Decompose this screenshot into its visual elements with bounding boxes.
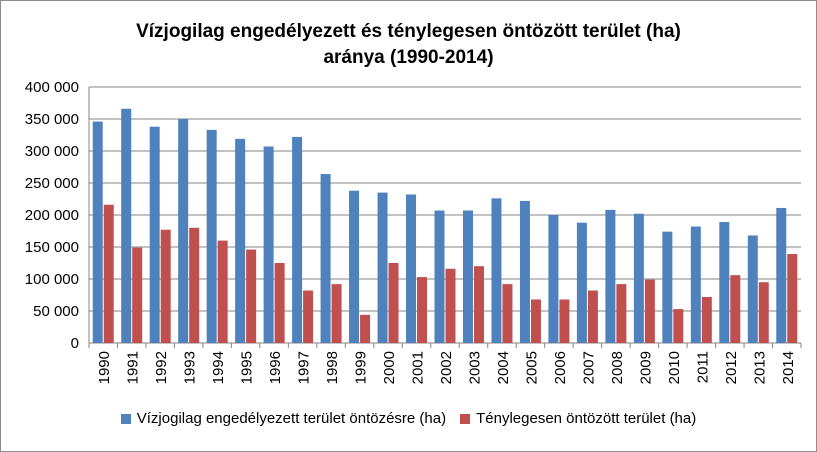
bar-ontozott	[644, 279, 655, 343]
bar-engedelyezett	[235, 138, 246, 343]
bar-engedelyezett	[320, 174, 331, 343]
bar-ontozott	[331, 284, 342, 343]
bar-ontozott	[360, 314, 371, 343]
legend-swatch-blue	[120, 413, 131, 424]
bar-ontozott	[160, 229, 171, 343]
y-tick-label: 0	[71, 335, 79, 352]
bar-engedelyezett	[776, 207, 787, 343]
y-tick-label: 100 000	[25, 271, 79, 288]
bar-ontozott	[673, 309, 684, 343]
y-tick-label: 150 000	[25, 239, 79, 256]
x-tick-label: 2010	[666, 351, 683, 384]
bar-engedelyezett	[406, 194, 417, 343]
x-tick-label: 2003	[466, 351, 483, 384]
bar-ontozott	[787, 254, 798, 343]
y-tick-label: 300 000	[25, 143, 79, 160]
bar-engedelyezett	[121, 108, 132, 343]
legend-label-ontozott: Ténylegesen öntözött terület (ha)	[476, 410, 697, 427]
x-tick-label: 2001	[410, 351, 427, 384]
bar-engedelyezett	[719, 222, 730, 343]
bar-engedelyezett	[292, 136, 303, 343]
bar-engedelyezett	[377, 192, 388, 343]
x-tick-label: 1996	[267, 351, 284, 384]
bar-engedelyezett	[747, 235, 758, 343]
x-tick-label: 1991	[125, 351, 142, 384]
bar-engedelyezett	[462, 210, 473, 343]
bar-engedelyezett	[605, 209, 616, 343]
x-tick-label: 1995	[239, 351, 256, 384]
y-tick-label: 400 000	[25, 79, 79, 96]
bar-ontozott	[559, 299, 570, 343]
x-tick-label: 1993	[182, 351, 199, 384]
x-tick-label: 2007	[580, 351, 597, 384]
legend-swatch-red	[460, 413, 471, 424]
x-tick-label: 2012	[723, 351, 740, 384]
bar-ontozott	[473, 266, 484, 343]
bar-ontozott	[616, 284, 627, 343]
chart-title: Vízjogilag engedélyezett és ténylegesen …	[1, 19, 816, 71]
bar-engedelyezett	[662, 231, 673, 343]
bar-engedelyezett	[149, 126, 160, 344]
bar-ontozott	[417, 277, 428, 343]
bar-ontozott	[758, 282, 769, 343]
bar-ontozott	[388, 263, 399, 343]
x-tick-label: 1998	[324, 351, 341, 384]
bar-ontozott	[132, 247, 143, 343]
bar-ontozott	[274, 263, 285, 343]
legend-item-engedelyezett: Vízjogilag engedélyezett terület öntözés…	[120, 410, 447, 427]
bar-engedelyezett	[548, 215, 559, 343]
x-tick-label: 2009	[637, 351, 654, 384]
x-tick-label: 2002	[438, 351, 455, 384]
x-tick-label: 2011	[694, 351, 711, 383]
bar-ontozott	[587, 290, 598, 343]
bar-engedelyezett	[690, 226, 701, 343]
bar-engedelyezett	[519, 200, 530, 343]
chart-title-line-1: Vízjogilag engedélyezett és ténylegesen …	[136, 21, 681, 42]
bar-engedelyezett	[349, 190, 360, 343]
bar-ontozott	[217, 240, 228, 343]
x-tick-label: 2005	[523, 351, 540, 384]
x-tick-label: 2008	[609, 351, 626, 384]
y-tick-label: 50 000	[33, 303, 79, 320]
bar-ontozott	[701, 296, 712, 343]
x-tick-label: 2013	[751, 351, 768, 384]
y-tick-label: 250 000	[25, 175, 79, 192]
bar-ontozott	[189, 227, 200, 343]
x-tick-label: 2006	[552, 351, 569, 384]
x-tick-label: 1992	[153, 351, 170, 384]
x-tick-label: 2004	[495, 351, 512, 384]
bar-engedelyezett	[491, 198, 502, 343]
y-tick-label: 200 000	[25, 207, 79, 224]
legend-item-ontozott: Ténylegesen öntözött terület (ha)	[460, 410, 696, 427]
bar-ontozott	[103, 204, 114, 343]
bar-ontozott	[246, 249, 257, 343]
bar-ontozott	[502, 284, 513, 343]
bar-ontozott	[303, 290, 314, 343]
x-tick-label: 1997	[296, 351, 313, 384]
x-tick-label: 2014	[780, 351, 797, 384]
bar-ontozott	[445, 268, 456, 343]
bar-engedelyezett	[434, 210, 445, 343]
bar-ontozott	[530, 299, 541, 343]
x-tick-label: 1994	[210, 351, 227, 384]
x-tick-label: 1999	[353, 351, 370, 384]
x-tick-label: 2000	[381, 351, 398, 384]
bar-engedelyezett	[206, 129, 217, 343]
bar-engedelyezett	[178, 119, 189, 343]
y-tick-label: 350 000	[25, 111, 79, 128]
bar-engedelyezett	[633, 213, 644, 343]
bar-ontozott	[730, 275, 741, 343]
bar-engedelyezett	[576, 222, 587, 343]
x-tick-label: 1990	[96, 351, 113, 384]
bar-engedelyezett	[92, 121, 103, 343]
bar-engedelyezett	[263, 146, 274, 343]
chart-legend: Vízjogilag engedélyezett terület öntözés…	[1, 410, 816, 427]
chart-title-line-2: aránya (1990-2014)	[323, 47, 494, 68]
legend-label-engedelyezett: Vízjogilag engedélyezett terület öntözés…	[136, 410, 447, 427]
